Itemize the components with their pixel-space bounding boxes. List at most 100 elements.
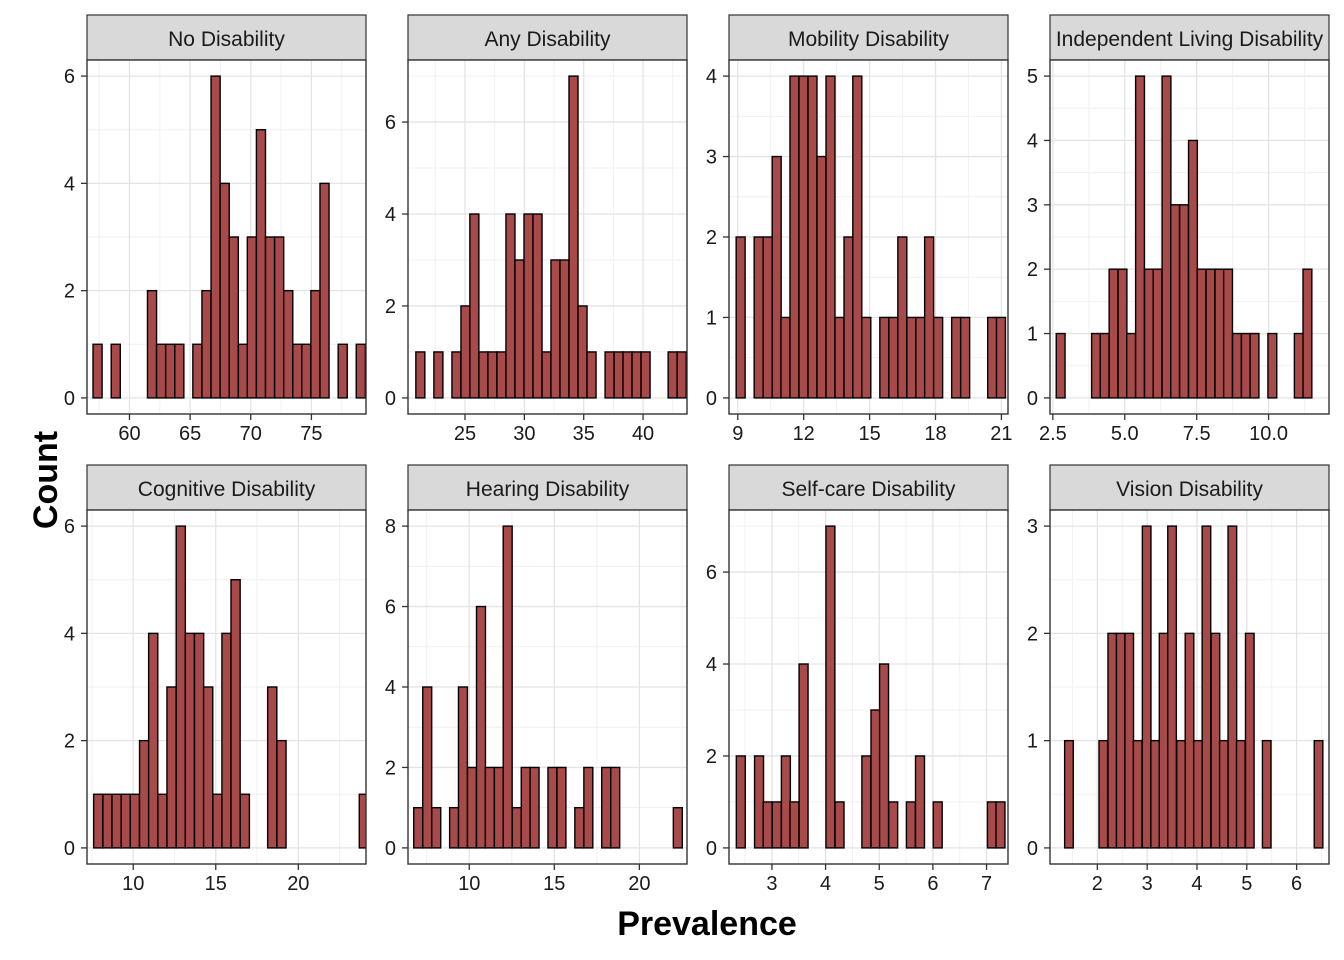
facet-title: Mobility Disability <box>788 28 950 51</box>
histogram-bar <box>129 793 141 849</box>
histogram-bar <box>138 739 150 849</box>
panel-border <box>728 509 1009 865</box>
histogram-bar <box>915 316 926 399</box>
histogram-bar <box>1293 332 1304 399</box>
histogram-bar <box>358 793 366 849</box>
histogram-bar <box>897 236 908 399</box>
histogram-bar <box>514 259 525 399</box>
histogram-bar <box>266 686 278 849</box>
histogram-bar <box>255 129 267 399</box>
x-tick-label: 6 <box>1291 873 1302 895</box>
x-tick-label: 35 <box>573 423 595 445</box>
x-tick-label: 25 <box>454 423 476 445</box>
histogram-bar <box>825 525 836 849</box>
histogram-bar <box>932 801 943 849</box>
histogram-bar <box>511 806 522 849</box>
x-tick-label: 18 <box>924 423 946 445</box>
histogram-bar <box>529 766 540 849</box>
histogram-bar <box>1090 332 1102 399</box>
histogram-bar <box>1161 75 1172 399</box>
histogram-bar <box>496 351 507 399</box>
histogram-bar <box>834 316 845 399</box>
facet-panel-any-disability: Any Disability 25 30 35 40 0 2 4 6 <box>385 14 688 445</box>
histogram-bar <box>469 213 480 399</box>
histogram-bar <box>466 766 478 849</box>
x-tick-label: 21 <box>990 423 1012 445</box>
y-tick-label: 0 <box>64 838 75 860</box>
y-tick-label: 2 <box>385 296 396 318</box>
facet-strip <box>86 464 367 511</box>
x-tick-label: 20 <box>628 873 650 895</box>
histogram-bar <box>950 316 962 399</box>
x-tick-label: 5 <box>1241 873 1252 895</box>
histogram-bar <box>310 289 321 399</box>
histogram-bar <box>789 75 800 399</box>
histogram-bar <box>1205 268 1216 399</box>
histogram-bar <box>1244 632 1255 849</box>
panel-border <box>1049 509 1330 865</box>
histogram-bar <box>923 236 935 399</box>
plot-area <box>729 510 1008 864</box>
histogram-bar <box>1063 739 1074 849</box>
y-tick-label: 6 <box>706 562 717 584</box>
histogram-bar <box>246 236 258 399</box>
histogram-bar <box>905 801 917 849</box>
x-tick-label: 12 <box>793 423 815 445</box>
facet-panel-cognitive-disability: Cognitive Disability 10 15 20 0 2 4 6 <box>64 464 367 895</box>
histogram-bar <box>676 351 687 399</box>
histogram-bar <box>239 793 251 849</box>
plot-area <box>408 510 687 864</box>
x-tick-label: 2 <box>1092 873 1103 895</box>
histogram-bar <box>906 316 917 399</box>
x-tick-label: 70 <box>240 423 262 445</box>
facet-title: Cognitive Disability <box>138 478 316 501</box>
y-tick-label: 0 <box>385 388 396 410</box>
histogram-bar <box>547 766 558 849</box>
histogram-bar <box>798 75 809 399</box>
histogram-bar <box>415 351 426 399</box>
facet-title: Hearing Disability <box>466 478 630 501</box>
histogram-bar <box>502 525 513 849</box>
histogram-bar <box>771 801 782 849</box>
histogram-bar <box>457 686 469 849</box>
y-tick-label: 4 <box>1027 130 1038 152</box>
histogram-bar <box>986 316 998 399</box>
x-tick-label: 60 <box>118 423 140 445</box>
facet-title: Self-care Disability <box>782 478 956 501</box>
plot-area <box>1050 60 1329 414</box>
histogram-bar <box>210 75 221 399</box>
histogram-bar <box>221 632 232 849</box>
histogram-bar <box>932 316 944 399</box>
histogram-bar <box>219 182 230 399</box>
histogram-bar <box>1201 525 1212 849</box>
facet-panel-hearing-disability: Hearing Disability 10 15 20 0 2 4 6 8 <box>385 464 688 895</box>
x-tick-label: 20 <box>287 873 309 895</box>
x-tick-label: 10.0 <box>1249 423 1288 445</box>
histogram-bar <box>1240 332 1251 399</box>
histogram-bar <box>1115 632 1126 849</box>
panel-border <box>1049 59 1330 415</box>
histogram-bar <box>843 236 854 399</box>
histogram-bar <box>1261 739 1272 849</box>
panel-border <box>86 59 367 415</box>
histogram-bar <box>914 755 926 849</box>
histogram-bar <box>1235 739 1246 849</box>
histogram-bar <box>487 351 498 399</box>
x-tick-label: 2.5 <box>1039 423 1067 445</box>
histogram-bar <box>879 316 890 399</box>
histogram-bar <box>92 343 103 399</box>
x-tick-label: 4 <box>820 873 831 895</box>
histogram-bar <box>601 766 612 849</box>
histogram-bar <box>1184 632 1195 849</box>
histogram-bar <box>523 213 534 399</box>
y-tick-label: 2 <box>1027 259 1038 281</box>
histogram-bar <box>577 305 588 399</box>
histogram-bar <box>1124 632 1135 849</box>
histogram-bar <box>735 755 746 849</box>
x-tick-label: 7.5 <box>1183 423 1211 445</box>
histogram-bar <box>1098 739 1109 849</box>
histogram-bar <box>1134 75 1146 399</box>
y-tick-label: 1 <box>706 307 717 329</box>
y-tick-label: 3 <box>1027 516 1038 538</box>
histogram-bar <box>861 755 872 849</box>
